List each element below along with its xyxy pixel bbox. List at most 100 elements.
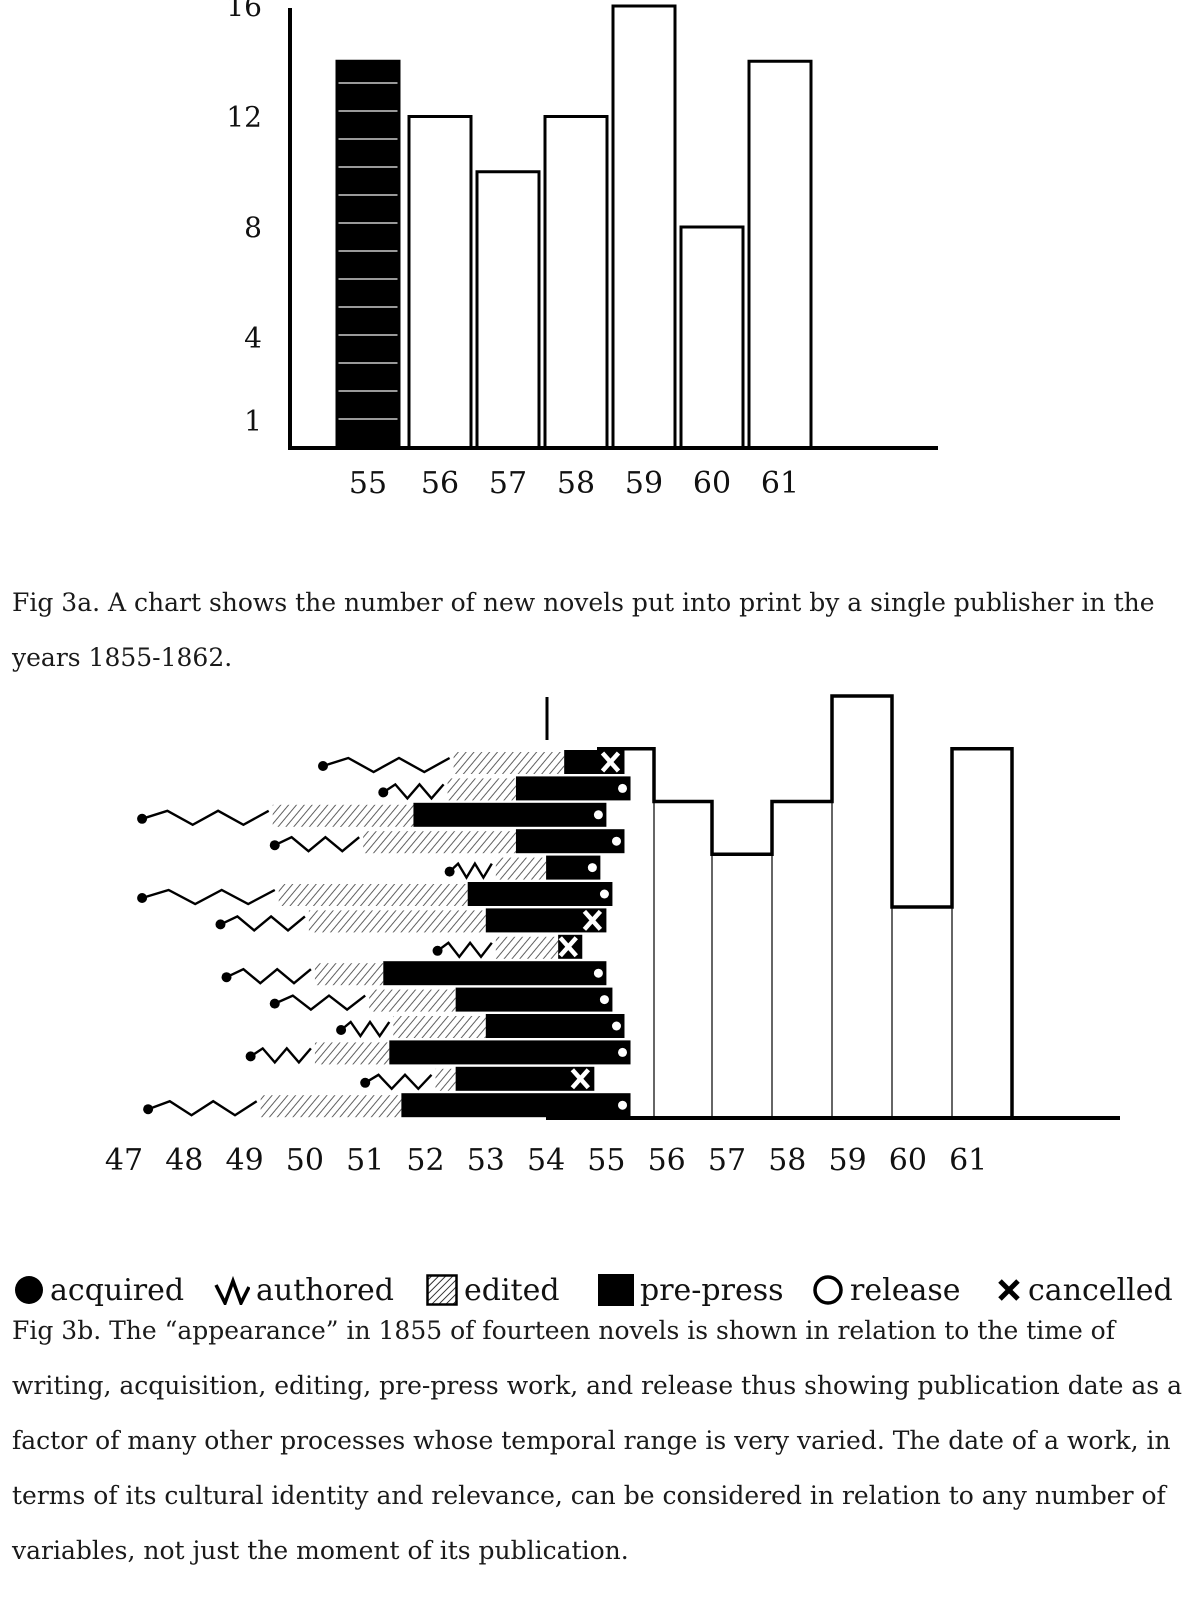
x-tick-label: 54	[527, 1143, 565, 1178]
prepress-bar	[564, 750, 625, 774]
authored-line	[141, 809, 270, 827]
prepress-bar	[467, 882, 613, 906]
cancelled-marker	[582, 909, 603, 931]
x-tick-label: 56	[421, 466, 459, 501]
step-bar-57	[712, 854, 772, 1118]
step-bar-61	[952, 748, 1012, 1118]
prepress-bar	[455, 987, 613, 1012]
x-tick-label: 57	[489, 466, 527, 501]
y-tick-label: 12	[226, 101, 262, 134]
edited-region	[453, 752, 565, 774]
legend-cancelled-label: cancelled	[1028, 1272, 1173, 1308]
y-tick-label: 1	[244, 404, 262, 437]
prepress-bar	[413, 802, 607, 827]
authored-line	[274, 994, 366, 1012]
prepress-bar	[485, 1014, 625, 1038]
prepress-bar	[383, 961, 607, 986]
x-tick-label: 49	[226, 1143, 264, 1178]
x-tick-label: 57	[708, 1143, 746, 1178]
edited-region	[272, 804, 414, 827]
novel-row	[245, 1040, 631, 1065]
bar-56	[407, 115, 473, 450]
x-tick-label: 52	[406, 1143, 444, 1178]
x-tick-label: 56	[648, 1143, 686, 1178]
novel-row	[317, 750, 625, 774]
release-marker	[618, 783, 628, 793]
prepress-bar	[401, 1093, 631, 1118]
x-tick-label: 48	[165, 1143, 203, 1178]
novel-row	[137, 802, 607, 827]
hatched-square-icon	[426, 1274, 458, 1306]
prepress-bar	[485, 908, 607, 933]
legend-acquired-label: acquired	[50, 1272, 185, 1308]
release-marker	[611, 836, 621, 846]
legend-prepress: pre-press	[598, 1268, 784, 1312]
release-marker	[611, 1021, 621, 1031]
authored-line	[382, 782, 445, 801]
prepress-bar	[515, 776, 631, 801]
edited-region	[260, 1095, 402, 1118]
legend-prepress-label: pre-press	[640, 1272, 784, 1308]
acquired-dot	[215, 919, 226, 930]
edited-region	[278, 884, 468, 906]
release-marker	[599, 995, 609, 1005]
step-bar-60	[892, 907, 952, 1118]
y-tick-label: 4	[244, 322, 262, 355]
novel-row	[378, 776, 631, 801]
bar-61	[747, 59, 813, 450]
edited-region	[435, 1068, 456, 1091]
step-bar-59	[832, 696, 892, 1118]
authored-line	[219, 914, 306, 932]
legend-edited: edited	[426, 1268, 560, 1312]
edited-region	[314, 963, 384, 986]
authored-line	[141, 888, 276, 906]
cancelled-marker	[570, 1068, 591, 1090]
release-marker	[618, 1100, 628, 1110]
authored-line	[448, 861, 493, 880]
fig3a-caption: Fig 3a. A chart shows the number of new …	[12, 588, 1155, 672]
novel-row	[137, 882, 613, 906]
filled-dot-icon	[15, 1276, 43, 1304]
bar-55	[335, 59, 401, 450]
authored-line	[225, 967, 312, 985]
x-tick-label: 53	[467, 1143, 505, 1178]
release-marker	[599, 889, 609, 899]
legend-authored-label: authored	[256, 1272, 394, 1308]
step-outline	[597, 694, 1014, 1118]
zigzag-icon	[214, 1275, 250, 1305]
edited-region	[314, 1042, 390, 1065]
x-tick-label: 59	[625, 466, 663, 501]
novel-row	[444, 855, 601, 880]
novel-row	[432, 934, 583, 959]
legend-edited-label: edited	[464, 1272, 560, 1308]
acquired-dot	[269, 998, 280, 1009]
bar-57	[475, 170, 541, 450]
legend-cancelled: cancelled	[996, 1268, 1173, 1312]
novel-row	[143, 1093, 631, 1118]
prepress-bar	[389, 1040, 631, 1065]
x-tick-label: 60	[889, 1143, 927, 1178]
acquired-dot	[317, 761, 328, 771]
authored-line	[340, 1019, 391, 1039]
edited-region	[363, 831, 516, 854]
x-tick-label: 47	[105, 1143, 143, 1178]
fig3b-timeline-chart: 47 48 49 50 51 52 53 54 55 56 57 58 59 60 61	[105, 694, 1120, 1178]
legend-release-label: release	[850, 1272, 961, 1308]
release-marker	[593, 968, 603, 978]
open-circle-icon	[813, 1275, 843, 1305]
y-tick-label: 16	[226, 0, 262, 23]
edited-region	[369, 989, 456, 1012]
x-tick-label: 51	[346, 1143, 384, 1178]
legend-acquired: acquired	[14, 1268, 184, 1312]
authored-line	[364, 1073, 433, 1091]
novel-row	[336, 1014, 625, 1039]
cross-icon	[998, 1279, 1020, 1301]
edited-region	[495, 857, 547, 880]
release-marker	[593, 810, 603, 820]
authored-line	[436, 940, 493, 959]
acquired-dot	[137, 893, 148, 903]
prepress-bar	[515, 829, 625, 854]
edited-region	[495, 936, 559, 959]
x-tick-label: 55	[349, 466, 387, 501]
x-tick-label: 59	[829, 1143, 867, 1178]
